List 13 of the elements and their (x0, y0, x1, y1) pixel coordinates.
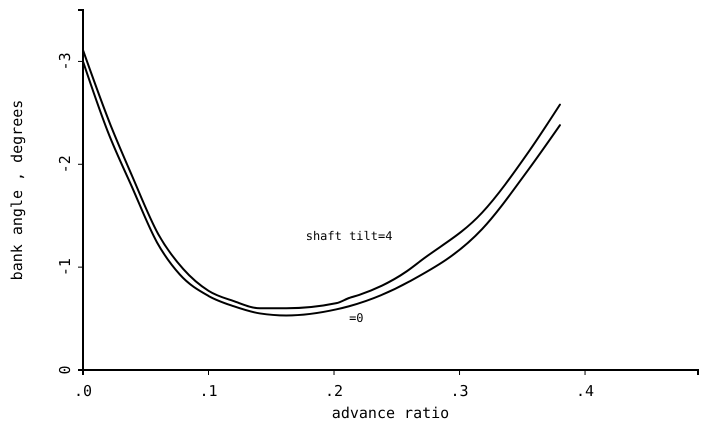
x-tick-label: .2 (324, 382, 344, 400)
x-tick-label: .3 (450, 382, 469, 400)
x-tick-label: .1 (199, 382, 218, 400)
x-tick-label: .4 (576, 382, 594, 400)
series-label: =0 (349, 311, 364, 326)
y-tick-label: -1 (56, 258, 74, 276)
y-tick-label: -3 (56, 52, 74, 70)
y-tick-label: -2 (56, 155, 74, 174)
y-axis-title: bank angle , degrees (8, 100, 26, 280)
text: shaft tilt=4 (306, 229, 392, 243)
x-axis-title: advance ratio (332, 404, 450, 422)
y-tick-label: 0 (56, 365, 74, 375)
x-tick-label: .0 (74, 382, 92, 400)
